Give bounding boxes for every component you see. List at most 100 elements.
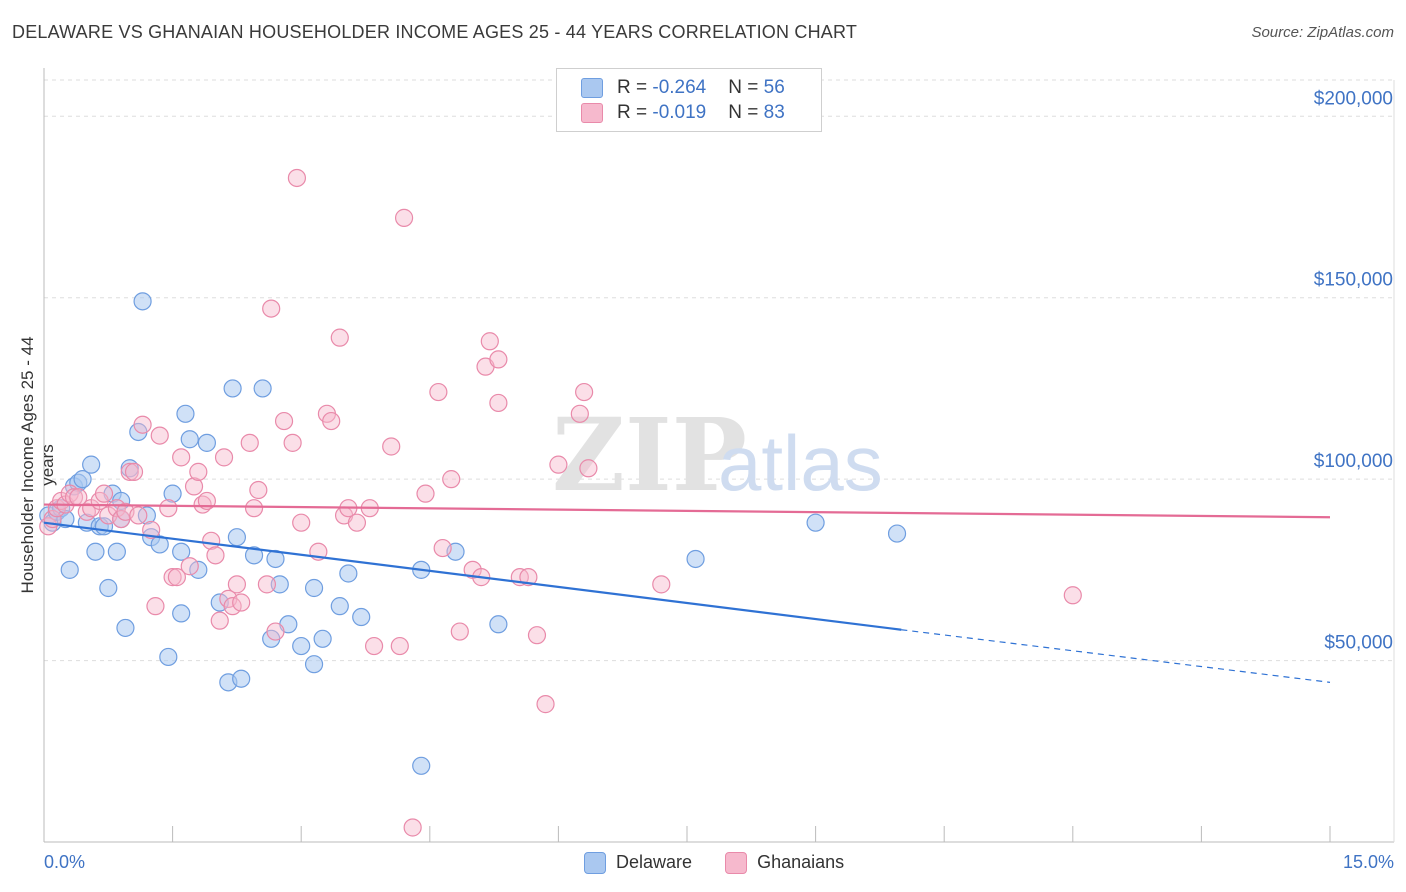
- delaware-point: [304, 655, 324, 674]
- delaware-swatch: [581, 77, 603, 98]
- delaware-point: [253, 379, 272, 398]
- axes: [43, 68, 1395, 843]
- ghanaians-point: [575, 382, 594, 402]
- trend-lines: [43, 503, 1331, 683]
- delaware-trend-extension: [901, 629, 1331, 683]
- ghanaians-point: [489, 350, 508, 369]
- delaware-point: [82, 455, 101, 474]
- ghanaians-point: [322, 411, 341, 431]
- delaware-point: [227, 528, 246, 547]
- ghanaians-point: [150, 426, 169, 445]
- ghanaians-point: [172, 448, 191, 467]
- ghanaians-point: [94, 484, 114, 503]
- ghanaians-point: [227, 575, 246, 594]
- ghanaians-r-value: -0.019: [652, 102, 707, 123]
- delaware-r-value: -0.264: [652, 77, 707, 98]
- delaware-point: [176, 404, 195, 423]
- delaware-n-label: N =: [728, 77, 764, 98]
- ghanaians-point: [416, 484, 435, 503]
- ghanaians-point: [292, 513, 311, 532]
- legend-row-delaware: R = -0.264 N = 56: [581, 77, 785, 101]
- ghanaians-point: [244, 499, 264, 518]
- ghanaians-point: [240, 433, 259, 452]
- ghanaians-trend-line: [43, 503, 1331, 519]
- ghanaians-point: [129, 506, 148, 525]
- legend-item-delaware: Delaware: [584, 852, 693, 875]
- ghanaians-point: [403, 818, 422, 837]
- ghanaians-point: [274, 411, 294, 431]
- legend-row-ghanaians: R = -0.019 N = 83: [581, 102, 785, 126]
- watermark-atlas: atlas: [718, 419, 883, 507]
- delaware-point: [339, 564, 358, 583]
- delaware-legend-label: Delaware: [616, 852, 693, 872]
- ghanaians-point: [133, 415, 152, 434]
- ghanaians-point: [450, 622, 469, 641]
- delaware-legend-swatch: [584, 852, 606, 875]
- ghanaians-point: [489, 393, 508, 413]
- delaware-point: [232, 669, 251, 688]
- ghanaians-point: [364, 636, 384, 656]
- delaware-trend-line: [43, 521, 902, 631]
- ghanaians-point: [330, 328, 349, 347]
- ghanaians-point: [180, 557, 199, 576]
- series-legend: Delaware Ghanaians: [584, 852, 872, 875]
- ghanaians-r-label: R =: [617, 102, 653, 123]
- x-tick-max: 15.0%: [1342, 852, 1394, 872]
- delaware-point: [270, 575, 289, 594]
- delaware-point: [352, 607, 371, 627]
- delaware-point: [197, 433, 216, 452]
- ghanaians-point: [390, 636, 409, 656]
- ghanaians-point: [287, 168, 307, 188]
- ghanaians-point: [536, 695, 555, 714]
- ghanaians-point: [652, 575, 671, 594]
- y-tick-label: $200,000: [1314, 88, 1393, 109]
- delaware-point: [99, 578, 118, 598]
- delaware-point: [686, 549, 705, 569]
- delaware-point: [107, 542, 126, 561]
- ghanaians-point: [142, 520, 161, 540]
- ghanaians-point: [146, 597, 165, 616]
- delaware-points: [39, 292, 907, 775]
- y-tick-label: $150,000: [1314, 270, 1393, 291]
- ghanaians-point: [210, 611, 229, 630]
- delaware-point: [304, 578, 324, 598]
- ghanaians-point: [257, 575, 277, 594]
- ghanaians-point: [262, 299, 281, 318]
- ghanaians-n-value: 83: [763, 102, 785, 123]
- ghanaians-point: [394, 208, 414, 227]
- delaware-point: [887, 524, 907, 543]
- delaware-point: [313, 629, 332, 648]
- delaware-point: [806, 513, 825, 532]
- ghanaians-point: [549, 455, 568, 474]
- delaware-point: [266, 549, 285, 569]
- delaware-point: [73, 470, 92, 489]
- delaware-point: [223, 379, 242, 398]
- ghanaians-point: [570, 404, 589, 423]
- ghanaians-point: [429, 382, 448, 402]
- ghanaians-point: [442, 470, 461, 489]
- ghanaians-point: [347, 513, 367, 532]
- ghanaians-point: [519, 568, 538, 587]
- delaware-point: [292, 636, 311, 656]
- y-tick-label: $100,000: [1314, 451, 1393, 472]
- ghanaians-point: [1063, 586, 1082, 605]
- delaware-point: [150, 535, 169, 554]
- ghanaians-point: [206, 546, 225, 565]
- ghanaians-point: [480, 332, 499, 351]
- ghanaians-point: [184, 477, 204, 496]
- legend-item-ghanaians: Ghanaians: [725, 852, 844, 875]
- ghanaians-point: [232, 593, 251, 612]
- delaware-point: [133, 292, 152, 311]
- grid-lines: [44, 79, 1394, 662]
- ghanaians-point: [249, 480, 268, 500]
- ghanaians-point: [124, 462, 144, 481]
- y-tick-label: $50,000: [1324, 633, 1393, 654]
- ghanaians-point: [579, 459, 598, 478]
- y-axis-label: Householder Income Ages 25 - 44 years: [18, 336, 57, 594]
- delaware-point: [86, 542, 105, 561]
- ghanaians-point: [189, 462, 208, 481]
- correlation-legend: R = -0.264 N = 56 R = -0.019 N = 83: [556, 68, 822, 132]
- ghanaians-legend-swatch: [725, 852, 748, 875]
